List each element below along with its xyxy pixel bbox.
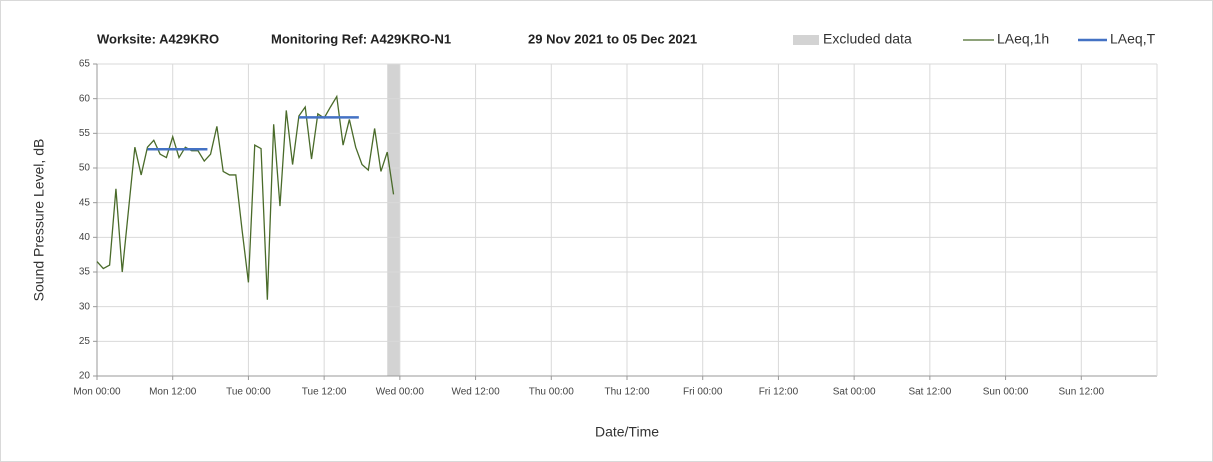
x-tick-label: Mon 12:00 [149,387,197,398]
x-tick-label: Wed 00:00 [376,387,425,398]
y-tick-label: 50 [79,163,91,174]
x-tick-label: Sat 12:00 [908,387,951,398]
x-tick-label: Fri 12:00 [759,387,799,398]
x-tick-label: Sun 12:00 [1058,387,1104,398]
x-tick-label: Wed 12:00 [451,387,500,398]
y-tick-label: 25 [79,336,91,347]
y-tick-label: 45 [79,197,91,208]
excluded-band [387,64,400,376]
y-tick-label: 55 [79,128,91,139]
x-tick-label: Thu 12:00 [604,387,649,398]
data-line [96,94,395,300]
x-axis-label: Date/Time [595,424,659,440]
chart-title: Monitoring Ref: A429KRO-N1 [271,31,451,46]
legend-swatch [793,35,819,45]
y-tick-label: 60 [79,93,91,104]
x-tick-label: Thu 00:00 [529,387,574,398]
y-tick-label: 40 [79,232,91,243]
legend-label: LAeq,T [1110,31,1156,47]
chart-title: Worksite: A429KRO [97,31,219,46]
x-tick-label: Sun 00:00 [983,387,1029,398]
x-tick-label: Tue 12:00 [302,387,347,398]
y-tick-label: 65 [79,59,91,70]
y-tick-label: 20 [79,371,91,382]
y-tick-label: 35 [79,267,91,278]
x-tick-label: Fri 00:00 [683,387,723,398]
y-tick-label: 30 [79,301,91,312]
x-tick-label: Sat 00:00 [833,387,876,398]
x-tick-label: Tue 00:00 [226,387,271,398]
legend-label: LAeq,1h [997,31,1049,47]
y-axis-label: Sound Pressure Level, dB [31,139,47,302]
chart-title: 29 Nov 2021 to 05 Dec 2021 [528,31,697,46]
x-tick-label: Mon 00:00 [73,387,121,398]
legend-label: Excluded data [823,31,912,47]
